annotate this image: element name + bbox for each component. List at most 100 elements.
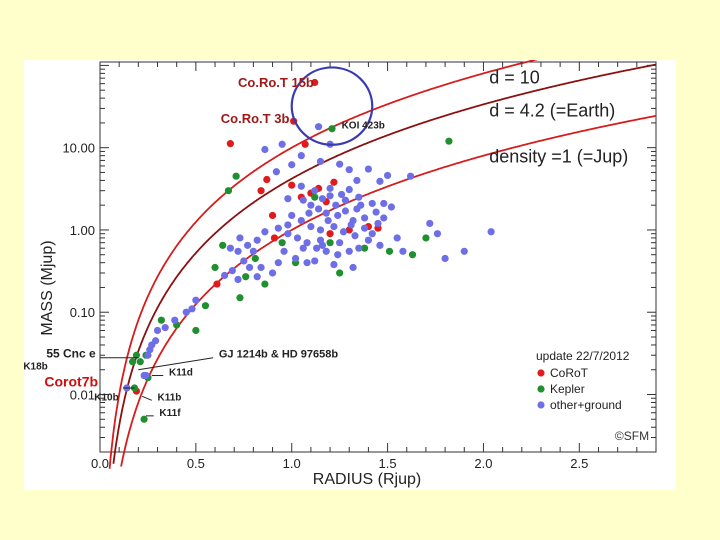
data-point	[236, 234, 244, 242]
data-point	[157, 316, 165, 324]
data-point	[268, 269, 277, 277]
data-point	[261, 228, 269, 236]
data-point	[234, 247, 242, 255]
data-point	[288, 181, 296, 189]
annotation-label: GJ 1214b & HD 97658b	[219, 349, 339, 361]
data-point	[249, 247, 257, 255]
data-point	[330, 260, 338, 269]
data-point	[374, 219, 382, 228]
data-point	[385, 247, 394, 255]
x-tick-label: 1.0	[283, 456, 301, 471]
annotation-label: 55 Cnc e	[46, 347, 96, 361]
data-point	[192, 326, 200, 335]
y-tick-label: 0.01	[70, 387, 95, 402]
data-point	[372, 208, 380, 216]
data-point	[408, 251, 417, 259]
data-point	[228, 267, 236, 275]
data-point	[253, 236, 261, 244]
annotation-label: K18b	[24, 362, 48, 373]
data-point	[330, 222, 338, 231]
annotation-label: K10b	[94, 392, 118, 403]
data-point	[307, 222, 315, 231]
highlight-ellipse	[290, 66, 374, 146]
data-point	[270, 234, 279, 242]
data-point	[376, 241, 384, 249]
data-point	[182, 308, 190, 316]
data-point	[311, 78, 319, 87]
data-point	[360, 244, 369, 252]
x-tick-label: 0.5	[187, 456, 205, 471]
data-point	[311, 187, 319, 195]
annotation-label: Co.Ro.T 15b	[238, 75, 314, 90]
data-point	[272, 168, 280, 176]
data-point	[364, 236, 373, 244]
x-tick-label: 1.5	[379, 456, 397, 471]
data-point	[299, 196, 307, 204]
data-point	[192, 296, 200, 304]
data-point	[313, 244, 321, 252]
legend-marker	[537, 401, 545, 409]
data-point	[353, 205, 361, 213]
data-point	[336, 269, 344, 277]
data-point	[316, 236, 325, 244]
data-point	[153, 326, 162, 335]
data-point	[406, 172, 415, 180]
data-point	[460, 247, 468, 255]
legend-marker	[537, 385, 545, 393]
data-point	[383, 171, 392, 180]
data-point	[284, 230, 292, 238]
annotation-line	[138, 357, 214, 371]
data-point	[213, 280, 221, 288]
data-point	[345, 247, 353, 255]
data-point	[341, 196, 350, 204]
density-curves	[108, 60, 657, 469]
data-point	[263, 175, 271, 184]
data-point	[326, 192, 334, 200]
data-point	[128, 358, 137, 366]
data-point	[253, 273, 261, 281]
data-point	[339, 228, 348, 236]
density-curve	[108, 60, 539, 469]
curve-label: density =1 (=Jup)	[489, 147, 628, 167]
annotation-label: KOI 423b	[342, 121, 385, 132]
data-point	[345, 166, 353, 174]
data-point	[347, 221, 355, 229]
data-point	[274, 224, 282, 232]
data-point	[234, 275, 242, 284]
data-point	[487, 228, 495, 236]
data-point	[297, 152, 305, 160]
copyright-mark: ©SFM	[615, 429, 649, 443]
data-point	[261, 280, 269, 288]
data-point	[303, 259, 311, 267]
annotation-label: K11b	[158, 392, 182, 403]
data-point	[345, 185, 353, 194]
data-point	[140, 371, 148, 380]
data-point	[226, 140, 234, 148]
data-point	[376, 177, 384, 185]
scatter-chart: 0.0 0.5 1.0 1.5 2.0 2.5 10.00 1.00 0.10 0.01 d = …	[24, 60, 657, 488]
legend: update 22/7/2012 CoRoT Kepler other+ground ©…	[536, 349, 649, 443]
data-point	[326, 184, 334, 192]
data-point	[244, 241, 252, 249]
data-point	[355, 193, 363, 201]
data-point	[291, 254, 300, 263]
data-point	[305, 209, 313, 217]
data-point	[433, 230, 442, 238]
data-point	[336, 160, 344, 168]
data-point	[236, 294, 244, 302]
plot-frame	[99, 61, 657, 453]
data-point	[146, 346, 154, 354]
data-point	[240, 257, 248, 265]
legend-entry: other+ground	[550, 398, 622, 412]
data-point	[284, 195, 292, 203]
data-point	[393, 234, 401, 242]
legend-title: update 22/7/2012	[536, 349, 630, 363]
data-point	[132, 351, 141, 359]
data-point	[334, 251, 342, 259]
data-point	[380, 214, 388, 222]
data-point	[261, 145, 269, 154]
plot-border	[99, 61, 657, 453]
data-point	[322, 209, 330, 217]
data-point	[232, 172, 240, 180]
data-point	[171, 316, 179, 324]
